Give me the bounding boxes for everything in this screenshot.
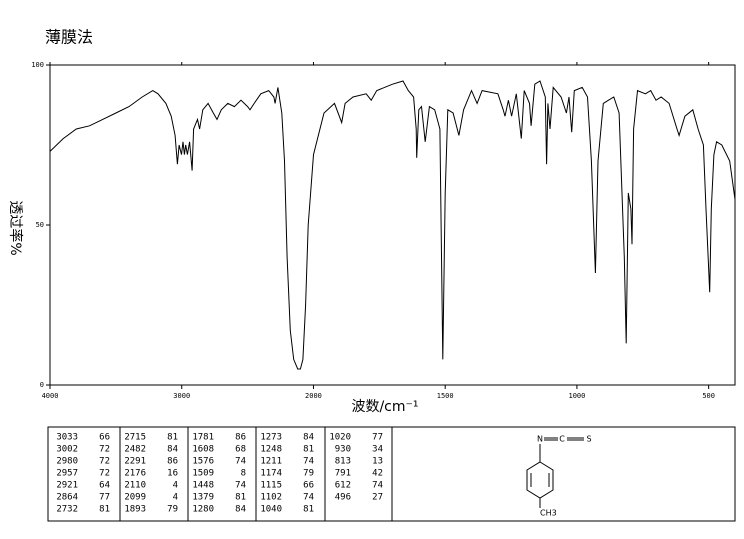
atom-label: N bbox=[537, 435, 543, 444]
peak-wavenumber: 2864 bbox=[56, 493, 78, 503]
peak-wavenumber: 813 bbox=[335, 457, 351, 467]
peak-wavenumber: 1020 bbox=[329, 433, 351, 443]
peak-wavenumber: 2291 bbox=[124, 457, 146, 467]
peak-transmittance: 84 bbox=[303, 433, 314, 443]
peak-wavenumber: 2099 bbox=[124, 493, 146, 503]
peak-wavenumber: 3002 bbox=[56, 445, 78, 455]
atom-label: CH3 bbox=[540, 509, 557, 518]
peak-wavenumber: 2482 bbox=[124, 445, 146, 455]
peak-transmittance: 74 bbox=[303, 457, 314, 467]
peak-transmittance: 81 bbox=[99, 505, 110, 515]
structure bbox=[526, 437, 584, 508]
peak-wavenumber: 1893 bbox=[124, 505, 146, 515]
peak-transmittance: 68 bbox=[235, 445, 246, 455]
peak-transmittance: 81 bbox=[303, 445, 314, 455]
chart-title: 薄膜法 bbox=[45, 28, 93, 47]
peak-transmittance: 77 bbox=[99, 493, 110, 503]
peak-wavenumber: 1509 bbox=[192, 469, 214, 479]
peak-transmittance: 86 bbox=[235, 433, 246, 443]
peak-wavenumber: 2732 bbox=[56, 505, 78, 515]
peak-transmittance: 74 bbox=[303, 493, 314, 503]
atom-label: C bbox=[559, 435, 565, 444]
peak-transmittance: 13 bbox=[372, 457, 383, 467]
peak-wavenumber: 930 bbox=[335, 445, 351, 455]
peak-transmittance: 74 bbox=[235, 481, 246, 491]
peak-wavenumber: 1102 bbox=[260, 493, 282, 503]
peak-transmittance: 72 bbox=[99, 469, 110, 479]
peak-transmittance: 66 bbox=[99, 433, 110, 443]
peak-transmittance: 81 bbox=[235, 493, 246, 503]
peak-wavenumber: 2715 bbox=[124, 433, 146, 443]
peak-transmittance: 27 bbox=[372, 493, 383, 503]
peak-transmittance: 79 bbox=[303, 469, 314, 479]
peak-transmittance: 8 bbox=[241, 469, 246, 479]
x-tick-label: 2000 bbox=[305, 392, 322, 400]
peak-wavenumber: 791 bbox=[335, 469, 351, 479]
peak-transmittance: 74 bbox=[235, 457, 246, 467]
peak-wavenumber: 2110 bbox=[124, 481, 146, 491]
peak-transmittance: 4 bbox=[173, 493, 178, 503]
peak-wavenumber: 1248 bbox=[260, 445, 282, 455]
peak-transmittance: 34 bbox=[372, 445, 383, 455]
peak-transmittance: 64 bbox=[99, 481, 110, 491]
peak-transmittance: 84 bbox=[167, 445, 178, 455]
peak-wavenumber: 496 bbox=[335, 493, 351, 503]
x-tick-label: 500 bbox=[702, 392, 715, 400]
peak-wavenumber: 2957 bbox=[56, 469, 78, 479]
y-tick-label: 100 bbox=[31, 61, 44, 69]
spectrum-line bbox=[49, 80, 736, 370]
peak-wavenumber: 1379 bbox=[192, 493, 214, 503]
peak-transmittance: 74 bbox=[372, 481, 383, 491]
peak-wavenumber: 1608 bbox=[192, 445, 214, 455]
peak-wavenumber: 1115 bbox=[260, 481, 282, 491]
x-tick-label: 1500 bbox=[437, 392, 454, 400]
peak-wavenumber: 2921 bbox=[56, 481, 78, 491]
peak-wavenumber: 1576 bbox=[192, 457, 214, 467]
peak-wavenumber: 2176 bbox=[124, 469, 146, 479]
peak-transmittance: 72 bbox=[99, 457, 110, 467]
peak-wavenumber: 1174 bbox=[260, 469, 282, 479]
peak-transmittance: 86 bbox=[167, 457, 178, 467]
peak-wavenumber: 612 bbox=[335, 481, 351, 491]
peak-wavenumber: 1448 bbox=[192, 481, 214, 491]
peak-wavenumber: 2980 bbox=[56, 457, 78, 467]
peak-wavenumber: 1781 bbox=[192, 433, 214, 443]
peak-transmittance: 84 bbox=[235, 505, 246, 515]
y-axis-label: 透过率% bbox=[7, 200, 24, 255]
peak-transmittance: 77 bbox=[372, 433, 383, 443]
x-tick-label: 3000 bbox=[173, 392, 190, 400]
peak-wavenumber: 1040 bbox=[260, 505, 282, 515]
peak-transmittance: 81 bbox=[167, 433, 178, 443]
peak-wavenumber: 1273 bbox=[260, 433, 282, 443]
peak-transmittance: 72 bbox=[99, 445, 110, 455]
peak-transmittance: 81 bbox=[303, 505, 314, 515]
x-axis-label: 波数/cm⁻¹ bbox=[351, 399, 418, 415]
peak-transmittance: 4 bbox=[173, 481, 178, 491]
x-tick-label: 4000 bbox=[42, 392, 59, 400]
peak-transmittance: 16 bbox=[167, 469, 178, 479]
peak-wavenumber: 1280 bbox=[192, 505, 214, 515]
peak-transmittance: 42 bbox=[372, 469, 383, 479]
peak-transmittance: 79 bbox=[167, 505, 178, 515]
atom-label: S bbox=[586, 435, 591, 444]
peak-wavenumber: 1211 bbox=[260, 457, 282, 467]
peak-wavenumber: 3033 bbox=[56, 433, 78, 443]
y-tick-label: 0 bbox=[40, 381, 44, 389]
y-tick-label: 50 bbox=[36, 221, 44, 229]
peak-transmittance: 66 bbox=[303, 481, 314, 491]
x-tick-label: 1000 bbox=[568, 392, 585, 400]
